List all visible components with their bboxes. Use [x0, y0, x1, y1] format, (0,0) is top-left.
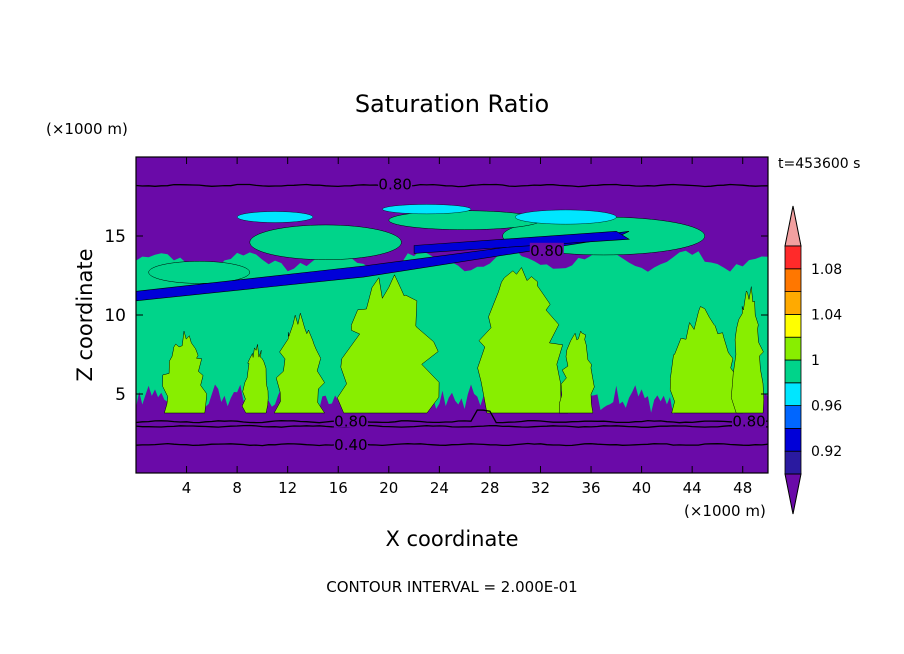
- colorbar-label: 1.04: [811, 307, 842, 323]
- contour-label: 0.80: [378, 175, 411, 193]
- x-tick-label: 16: [329, 479, 348, 497]
- x-tick-label: 12: [278, 479, 297, 497]
- x-unit-label: (×1000 m): [684, 502, 766, 520]
- y-axis-label: Z coordinate: [73, 248, 97, 381]
- y-tick-label: 10: [104, 306, 126, 326]
- contour-label-bg: [529, 242, 564, 257]
- colorbar-label: 0.92: [811, 444, 842, 460]
- colorbar-segment: [784, 450, 802, 475]
- x-tick-label: 24: [430, 479, 449, 497]
- plume-region: [730, 286, 765, 414]
- x-axis-label: X coordinate: [385, 527, 518, 551]
- colorbar-segment: [784, 427, 802, 452]
- cloud-region: [515, 209, 617, 225]
- x-tick-label: 20: [379, 479, 398, 497]
- cloud-region: [236, 211, 314, 223]
- colorbar-segment: [784, 313, 802, 338]
- x-tick-label: 8: [232, 479, 242, 497]
- x-tick-label: 28: [480, 479, 499, 497]
- contour-label: 0.80: [530, 242, 563, 260]
- y-tick-label: 15: [104, 227, 126, 247]
- colorbar-label: 1: [811, 353, 820, 369]
- contour-interval-note: CONTOUR INTERVAL = 2.000E-01: [326, 578, 577, 596]
- contour-line: [136, 409, 768, 424]
- dry-streak: [413, 230, 630, 254]
- x-tick-label: 44: [683, 479, 702, 497]
- colorbar-label: 0.96: [811, 399, 842, 415]
- contour-line: [136, 183, 768, 188]
- plume-region: [273, 313, 326, 414]
- colorbar-segment: [784, 359, 802, 384]
- cloud-region: [382, 204, 472, 215]
- contour-label-bg: [732, 413, 767, 428]
- colorbar: 0.92 0.96 1 1.04 1.08: [784, 205, 842, 515]
- plume-region: [241, 344, 269, 414]
- colorbar-bottom-arrow: [784, 473, 802, 515]
- contour-label-bg: [378, 176, 413, 191]
- y-unit-label: (×1000 m): [46, 120, 128, 138]
- colorbar-segment: [784, 245, 802, 270]
- x-tick-label: 40: [632, 479, 651, 497]
- chart-title: Saturation Ratio: [355, 90, 549, 118]
- colorbar-segment: [784, 405, 802, 429]
- x-tick-label: 36: [581, 479, 600, 497]
- y-tick-label: 5: [115, 385, 126, 405]
- cloud-region: [148, 261, 251, 284]
- plume-region: [162, 331, 208, 414]
- colorbar-segment: [784, 382, 802, 406]
- contour-label-bg: [333, 413, 368, 428]
- contour-line: [136, 424, 768, 428]
- x-tick-label: 32: [531, 479, 550, 497]
- colorbar-segment: [784, 291, 802, 315]
- plume-region: [477, 266, 569, 414]
- contour-label: 0.80: [732, 412, 765, 430]
- dry-streak: [136, 231, 630, 302]
- cloud-region: [249, 224, 402, 260]
- plume-region: [337, 274, 440, 414]
- time-label: t=453600 s: [778, 156, 860, 172]
- contour-label-bg: [333, 437, 368, 452]
- x-tick-label: 48: [733, 479, 752, 497]
- contour-line: [136, 442, 768, 447]
- colorbar-label: 1.08: [811, 262, 842, 278]
- x-tick-label: 4: [182, 479, 192, 497]
- colorbar-top-arrow: [784, 205, 802, 247]
- contour-label: 0.40: [334, 436, 367, 454]
- colorbar-segment: [784, 336, 802, 361]
- colorbar-segment: [784, 268, 802, 292]
- plume-region: [558, 330, 595, 414]
- contour-label: 0.80: [334, 412, 367, 430]
- plot-area: [136, 157, 768, 473]
